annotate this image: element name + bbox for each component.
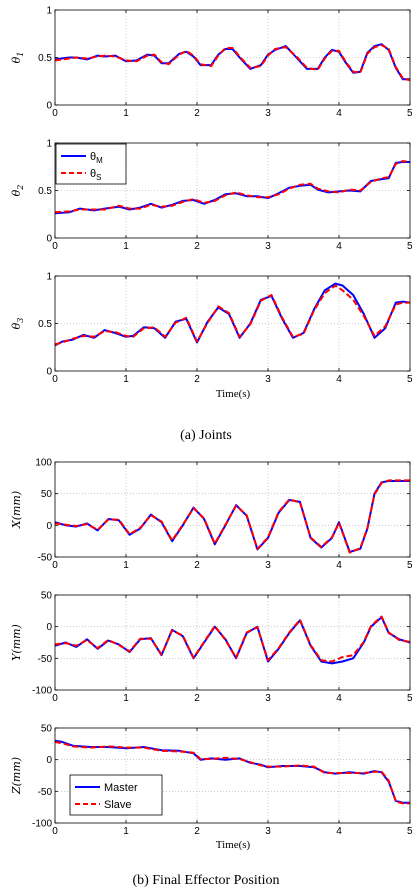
y-tick-label: 1 xyxy=(46,6,52,17)
plot-theta3: 0 1 2 3 4 5 0 0.5 1 θ3 xyxy=(10,272,412,386)
y-tick-label: 50 xyxy=(41,724,53,735)
y-tick-label: 1 xyxy=(46,139,52,150)
x-tick-label: 2 xyxy=(194,241,200,252)
x-tick-label: 1 xyxy=(123,693,129,704)
x-tick-label: 4 xyxy=(336,693,342,704)
x-tick-label: 0 xyxy=(52,693,58,704)
y-tick-label: 0 xyxy=(46,521,52,532)
y-tick-label: 0.5 xyxy=(38,53,52,64)
x-tick-label: 4 xyxy=(336,374,342,385)
plot-area xyxy=(55,595,410,690)
x-tick-label: 3 xyxy=(265,241,271,252)
x-tick-label: 4 xyxy=(336,108,342,119)
x-tick-label: 5 xyxy=(407,241,412,252)
legend: θM θS xyxy=(55,143,127,185)
x-axis-label-b: Time(s) xyxy=(216,839,251,851)
plot-frame xyxy=(54,594,411,691)
x-tick-label: 2 xyxy=(194,693,200,704)
x-tick-label: 4 xyxy=(336,241,342,252)
x-tick-label: 5 xyxy=(407,826,412,837)
series-slave-line xyxy=(54,160,411,214)
y-tick-label: 0.5 xyxy=(38,319,52,330)
series-slave-line xyxy=(54,44,411,82)
y-tick-label: 1 xyxy=(46,272,52,283)
x-tick-label: 2 xyxy=(194,374,200,385)
x-tick-label: 0 xyxy=(52,374,58,385)
y-tick-label: -50 xyxy=(38,787,53,798)
y-tick-label: -50 xyxy=(38,553,53,564)
y-axis-label: Y(mm) xyxy=(10,624,23,661)
x-tick-label: 1 xyxy=(123,374,129,385)
y-tick-label: 0 xyxy=(46,755,52,766)
y-axis-label: θ1 xyxy=(10,52,25,64)
x-tick-label: 1 xyxy=(123,826,129,837)
y-tick-label: 0 xyxy=(46,622,52,633)
x-tick-label: 5 xyxy=(407,693,412,704)
x-tick-label: 4 xyxy=(336,826,342,837)
caption-a: (a) Joints xyxy=(180,428,232,443)
x-tick-label: 2 xyxy=(194,108,200,119)
plot-theta2: 0 1 2 3 4 5 0 0.5 1 θ2 θM θS xyxy=(10,139,412,253)
legend: Master Slave xyxy=(69,774,163,816)
plot-area xyxy=(55,462,410,557)
y-axis-label: Z(mm) xyxy=(10,757,23,795)
y-axis-label: X(mm) xyxy=(10,491,23,529)
x-tick-label: 1 xyxy=(123,560,129,571)
series-slave-line xyxy=(54,479,410,554)
legend-master-label: Master xyxy=(104,782,138,794)
y-tick-label: -100 xyxy=(32,686,52,697)
y-tick-label: 50 xyxy=(41,591,53,602)
x-axis-label-a: Time(s) xyxy=(216,388,251,400)
plot-y: 0 1 2 3 4 5 -100 -50 0 50 Y(mm) xyxy=(10,591,412,705)
legend-master-label: θM xyxy=(90,151,103,165)
legend-slave-label: Slave xyxy=(104,799,132,811)
y-tick-label: 0 xyxy=(46,234,52,245)
x-tick-label: 4 xyxy=(336,560,342,571)
y-tick-label: -50 xyxy=(38,654,53,665)
legend-box xyxy=(69,774,163,816)
x-tick-label: 1 xyxy=(123,241,129,252)
x-tick-label: 0 xyxy=(52,826,58,837)
x-tick-label: 5 xyxy=(407,108,412,119)
x-tick-label: 5 xyxy=(407,560,412,571)
x-tick-label: 0 xyxy=(52,108,58,119)
x-tick-label: 2 xyxy=(194,826,200,837)
legend-box xyxy=(55,143,127,185)
x-tick-label: 0 xyxy=(52,560,58,571)
x-tick-label: 5 xyxy=(407,374,412,385)
plot-frame xyxy=(54,461,411,558)
x-tick-label: 3 xyxy=(265,374,271,385)
plot-z: 0 1 2 3 4 5 -100 -50 0 50 Z(mm) Master Slave xyxy=(10,724,412,838)
series-slave-line xyxy=(54,615,411,663)
x-tick-label: 3 xyxy=(265,108,271,119)
x-tick-label: 3 xyxy=(265,560,271,571)
x-tick-label: 1 xyxy=(123,108,129,119)
plot-frame xyxy=(54,727,411,824)
x-tick-label: 0 xyxy=(52,241,58,252)
legend-slave-label: θS xyxy=(90,168,101,182)
y-tick-label: 0 xyxy=(46,101,52,112)
x-tick-label: 2 xyxy=(194,560,200,571)
series-slave-line xyxy=(54,740,410,805)
y-tick-label: 100 xyxy=(35,458,52,469)
x-tick-label: 3 xyxy=(265,826,271,837)
y-axis-label: θ3 xyxy=(10,318,25,330)
y-axis-label: θ2 xyxy=(10,185,25,197)
x-tick-label: 3 xyxy=(265,693,271,704)
y-tick-label: 50 xyxy=(41,489,53,500)
y-tick-label: 0 xyxy=(46,367,52,378)
y-tick-label: 0.5 xyxy=(38,186,52,197)
y-tick-label: -100 xyxy=(32,819,52,830)
series-slave-line xyxy=(54,284,410,346)
plot-theta1: 0 1 2 3 4 5 0 0.5 1 θ1 xyxy=(10,6,412,120)
caption-b: (b) Final Effector Position xyxy=(132,873,279,888)
